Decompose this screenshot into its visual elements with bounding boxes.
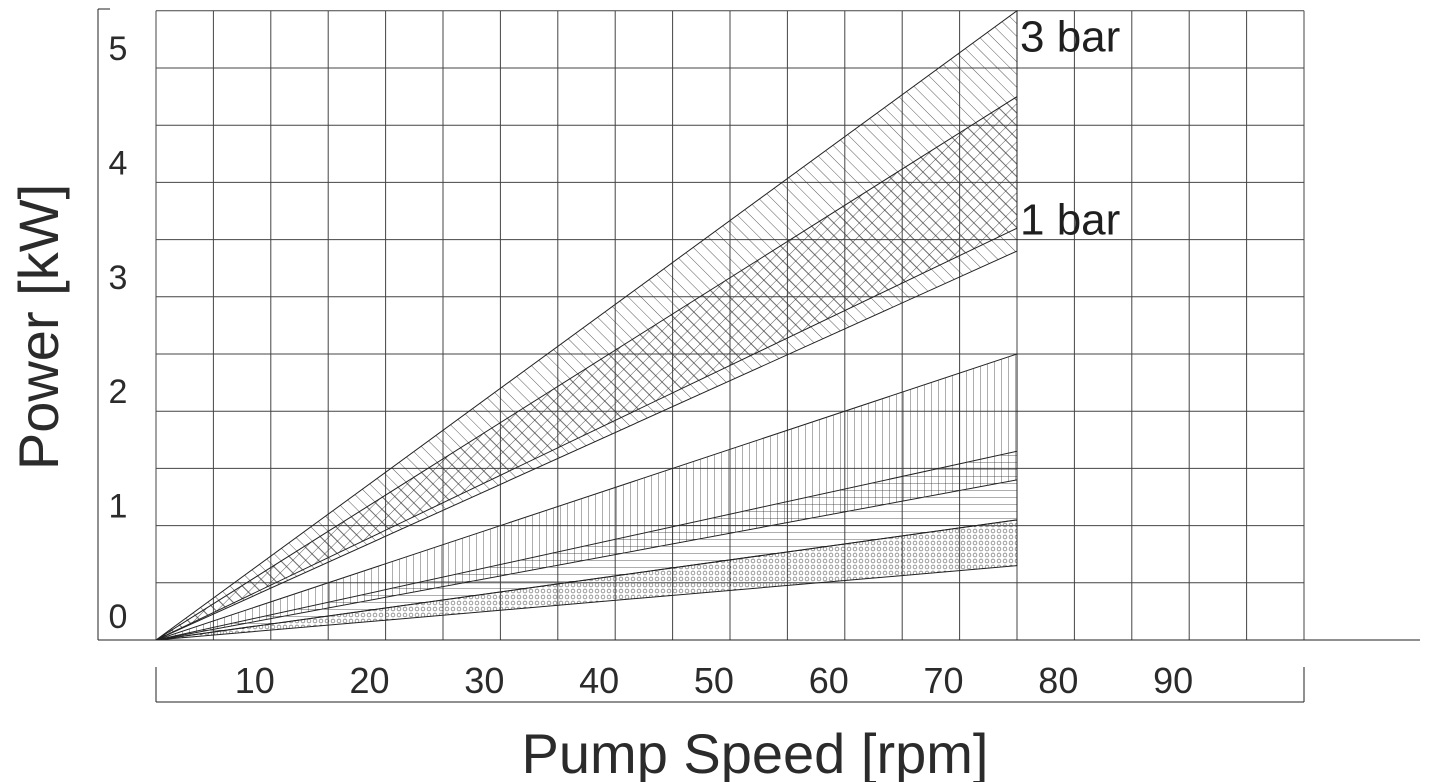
x-tick-label: 60 [809, 660, 849, 701]
x-tick-label: 20 [350, 660, 390, 701]
x-tick-label: 30 [464, 660, 504, 701]
pressure-label: 3 bar [1020, 13, 1120, 62]
y-tick-label: 2 [109, 373, 128, 411]
labels: 10 20 30 40 50 60 70 80 90 0 1 2 3 4 5 Pump Speed [rpm]… [7, 13, 1193, 782]
y-tick-label: 5 [109, 30, 128, 68]
pressure-label: 1 bar [1020, 196, 1120, 245]
y-tick-label: 0 [109, 598, 128, 636]
x-tick-label: 80 [1038, 660, 1078, 701]
band-crosshatch [155, 95, 1018, 641]
x-axis-title: Pump Speed [rpm] [522, 722, 989, 782]
x-tick-label: 40 [579, 660, 619, 701]
band-dots [155, 519, 1018, 641]
x-tick-label: 50 [694, 660, 734, 701]
axes [97, 8, 1420, 703]
y-tick-label: 1 [109, 488, 128, 526]
y-tick-label: 4 [109, 144, 128, 182]
x-tick-label: 10 [235, 660, 275, 701]
power-bands [155, 9, 1018, 641]
x-tick-label: 90 [1153, 660, 1193, 701]
x-tick-label: 70 [924, 660, 964, 701]
y-axis-title: Power [kW] [7, 184, 70, 470]
y-tick-label: 3 [109, 259, 128, 297]
